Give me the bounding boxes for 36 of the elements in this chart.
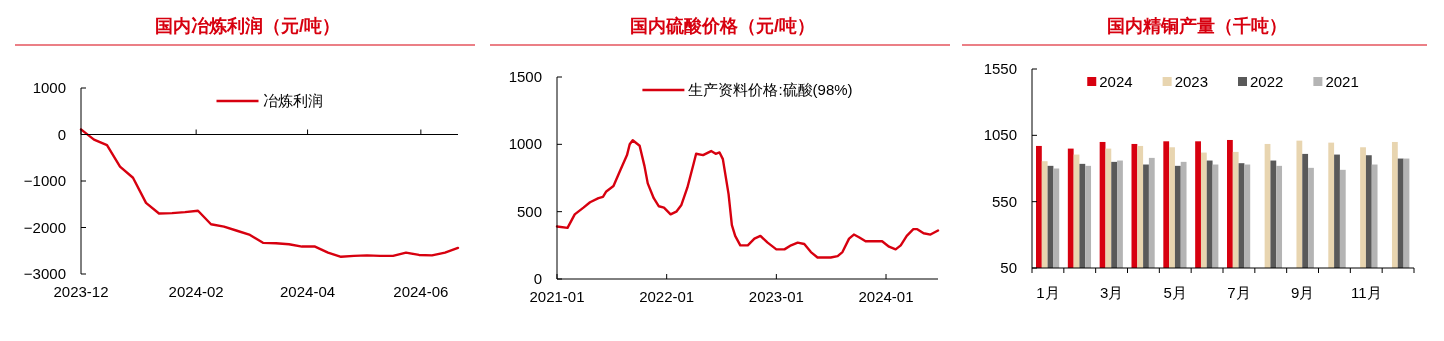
x-tick-label: 2023-12 — [53, 283, 109, 300]
y-tick-label: −2000 — [23, 218, 66, 236]
chart-title: 国内精铜产量（千吨） — [1107, 16, 1287, 36]
legend-label: 生产资料价格:硫酸(98%) — [688, 81, 853, 98]
y-tick-label: 0 — [533, 270, 542, 287]
legend-label: 2024 — [1099, 73, 1133, 90]
y-tick-label: 550 — [991, 192, 1017, 210]
y-tick-label: 500 — [516, 202, 542, 220]
x-tick-label: 2024-02 — [168, 283, 224, 300]
chart-title: 国内冶炼利润（元/吨） — [154, 16, 341, 36]
x-tick-label: 2024-06 — [393, 283, 449, 300]
y-tick-label: 1050 — [983, 126, 1017, 144]
y-tick-label: 1550 — [983, 60, 1017, 77]
x-tick-label: 1月 — [1036, 284, 1060, 301]
chart-title: 国内硫酸价格（元/吨） — [629, 16, 816, 36]
legend-label: 2023 — [1174, 73, 1208, 90]
x-tick-label: 7月 — [1227, 284, 1251, 301]
y-tick-label: 1000 — [32, 79, 66, 96]
y-tick-label: 1500 — [508, 68, 542, 85]
x-tick-label: 5月 — [1163, 284, 1187, 301]
y-tick-label: 0 — [57, 125, 66, 143]
legend-label: 2021 — [1325, 73, 1359, 90]
x-tick-label: 3月 — [1099, 284, 1124, 301]
x-tick-label: 2022-01 — [639, 288, 695, 305]
x-tick-label: 2021-01 — [529, 288, 585, 305]
x-tick-label: 2023-01 — [748, 288, 804, 305]
x-tick-label: 9月 — [1290, 284, 1315, 301]
x-tick-label: 11月 — [1350, 284, 1382, 301]
x-tick-label: 2024-01 — [858, 288, 914, 305]
legend-label: 2022 — [1250, 73, 1284, 90]
y-tick-label: −3000 — [23, 265, 66, 282]
y-tick-label: 1000 — [508, 135, 542, 153]
x-tick-label: 2024-04 — [280, 283, 336, 300]
y-tick-label: 50 — [1000, 259, 1017, 276]
legend-label: 冶炼利润 — [262, 92, 323, 109]
y-tick-label: −1000 — [23, 172, 66, 189]
